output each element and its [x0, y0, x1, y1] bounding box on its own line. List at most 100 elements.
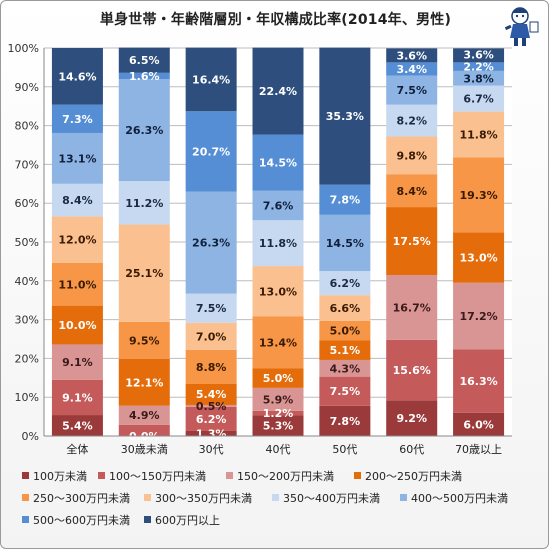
data-label: 7.3% [62, 113, 93, 126]
bar-segment [252, 134, 304, 191]
legend-swatch [22, 494, 29, 501]
bar-segment [319, 340, 371, 360]
bar-segment [51, 48, 103, 105]
bar-segment [252, 368, 304, 388]
bar-segment [185, 384, 237, 405]
y-tick-label: 60% [15, 197, 39, 210]
legend-item: 300～350万円未満 [144, 490, 252, 506]
data-label: 11.8% [459, 129, 497, 142]
bar-segment [252, 316, 304, 369]
bar-segment [453, 232, 505, 283]
data-label: 6.6% [330, 302, 361, 315]
bar-segment [185, 406, 237, 431]
bar-segment [118, 72, 170, 80]
bar-segment [118, 79, 170, 182]
y-tick-label: 10% [15, 391, 39, 404]
data-label: 9.8% [396, 149, 427, 162]
bar-segment [51, 132, 103, 184]
data-label: 12.0% [58, 234, 96, 247]
data-label: 26.3% [192, 237, 230, 250]
bar-segment [185, 111, 237, 192]
legend-swatch [272, 494, 279, 501]
bar-segment [453, 70, 505, 86]
bar-segment [453, 62, 505, 71]
legend-item: 100～150万円未満 [98, 468, 206, 484]
data-label: 1.6% [129, 70, 160, 83]
bar-segment [118, 358, 170, 406]
y-tick-label: 50% [15, 236, 39, 249]
bar-segment [319, 295, 371, 321]
bar-segment [453, 111, 505, 158]
data-label: 7.6% [263, 200, 294, 213]
data-label: 4.9% [129, 409, 160, 422]
bar-segment [118, 424, 170, 436]
data-label: 6.2% [196, 413, 227, 426]
data-label: 26.3% [125, 124, 163, 137]
bar-segment [51, 344, 103, 380]
data-label: 15.6% [393, 364, 431, 377]
data-label: 13.4% [259, 336, 297, 349]
stacked-bar-chart: 5.4% 9.1% 9.1% 10.0% 11.0% 12.0% 8.4% 13.1% 7.3%… [8, 42, 512, 456]
data-label: 3.8% [463, 72, 494, 85]
bar-segment [453, 349, 505, 413]
bar-segment [185, 430, 237, 436]
bar-segment [51, 216, 103, 263]
bar-segment [386, 339, 438, 401]
legend-swatch [226, 472, 233, 479]
data-label: 3.6% [463, 48, 494, 61]
data-label: 35.3% [326, 110, 364, 123]
legend-item: 350～400万円未満 [272, 490, 380, 506]
bar-segment [319, 47, 371, 185]
data-label: 3.4% [396, 63, 427, 76]
data-label: 8.4% [62, 194, 93, 207]
data-label: 6.5% [129, 54, 160, 67]
legend-swatch [400, 494, 407, 501]
data-label: 8.4% [396, 185, 427, 198]
data-label: 14.5% [259, 157, 297, 170]
bar-segment [453, 85, 505, 112]
bar-segment [118, 224, 170, 322]
data-label: 6.2% [330, 277, 361, 290]
bar-segment [453, 48, 505, 63]
legend-item: 100万未満 [22, 468, 87, 484]
bar-segment [319, 405, 371, 436]
legend-swatch [144, 494, 151, 501]
data-label: 6.0% [463, 418, 494, 431]
legend-label: 350～400万円未満 [283, 492, 380, 505]
y-tick-label: 70% [15, 158, 39, 171]
data-label: 16.3% [459, 375, 497, 388]
data-label: 7.5% [196, 302, 227, 315]
data-label: 8.2% [396, 115, 427, 128]
data-label: 2.2% [463, 60, 494, 73]
bar-segment [386, 75, 438, 105]
legend-label: 200～250万円未満 [365, 470, 462, 483]
bar-segment [185, 191, 237, 294]
bar-segment [51, 305, 103, 345]
bar-segment [252, 220, 304, 267]
data-label: 3.6% [396, 49, 427, 62]
legend-swatch [22, 516, 29, 523]
data-label: 5.3% [263, 420, 294, 433]
bar-segment [319, 184, 371, 215]
legend-swatch [22, 472, 29, 479]
bar-segment [118, 321, 170, 359]
y-tick-label: 80% [15, 120, 39, 133]
y-tick-label: 20% [15, 352, 39, 365]
bar-segment [453, 412, 505, 436]
chart-title: 単身世帯・年齢階層別・年収構成比率(2014年、男性) [99, 12, 452, 28]
bar-segment [386, 174, 438, 208]
y-tick-label: 90% [15, 81, 39, 94]
data-label: 10.0% [58, 319, 96, 332]
bar-segment [386, 274, 438, 340]
data-label: 8.8% [196, 361, 227, 374]
y-tick-label: 0% [22, 430, 39, 443]
bar-segment [386, 48, 438, 63]
data-label: 7.0% [196, 330, 227, 343]
bar-segment [118, 181, 170, 225]
x-tick-label: 70歳以上 [455, 443, 502, 456]
bar-segment [185, 322, 237, 350]
x-tick-label: 30代 [199, 443, 224, 456]
legend-item: 500～600万円未満 [22, 512, 130, 528]
legend-swatch [144, 516, 151, 523]
bar-segment [185, 404, 237, 407]
